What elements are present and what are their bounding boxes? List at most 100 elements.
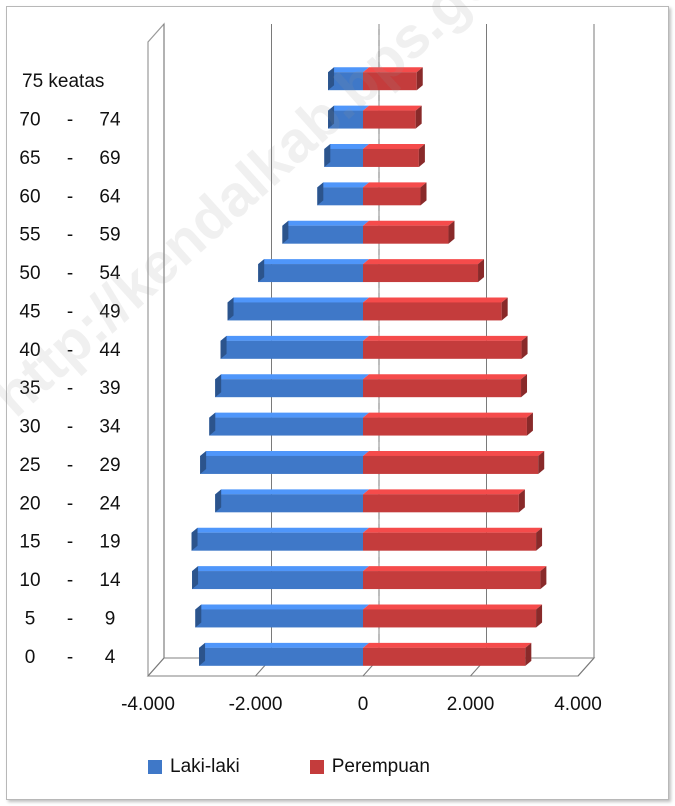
bar-perempuan-50-54 xyxy=(363,259,485,283)
category-label-55-59: 55 - 59 xyxy=(19,225,120,246)
category-label-to-10-14: 14 xyxy=(99,570,121,591)
bar-laki-laki-20-24-side xyxy=(215,489,222,513)
bar-perempuan-0-4-side xyxy=(525,642,532,666)
bar-perempuan-15-19 xyxy=(363,527,543,551)
category-label-to-45-49: 49 xyxy=(99,301,120,322)
bar-laki-laki-65-69 xyxy=(324,143,369,167)
legend-item-laki-laki: Laki-laki xyxy=(148,756,240,778)
bar-perempuan-25-29-front xyxy=(363,455,539,474)
bar-laki-laki-60-64-side xyxy=(317,182,324,206)
category-label-40-44: 40 - 44 xyxy=(19,340,121,361)
bar-laki-laki-55-59 xyxy=(282,220,369,244)
category-label-sep-70-74: - xyxy=(67,110,73,131)
bar-perempuan-20-24 xyxy=(363,489,525,513)
bar-perempuan-40-44-front xyxy=(363,340,522,359)
bar-laki-laki-20-24 xyxy=(215,489,369,513)
bar-laki-laki-65-69-side xyxy=(324,143,331,167)
bar-laki-laki-30-34-front xyxy=(209,417,363,436)
bar-laki-laki-55-59-side xyxy=(282,220,289,244)
bar-laki-laki-0-4-front xyxy=(199,647,363,666)
category-label-from-65-69: 65 xyxy=(19,148,40,169)
bar-perempuan-45-49-top xyxy=(363,297,508,303)
legend-label-laki-laki: Laki-laki xyxy=(170,756,240,777)
bar-laki-laki-5-9-side xyxy=(195,604,202,628)
category-label-0-4: 0 - 4 xyxy=(25,647,116,668)
bar-perempuan-30-34 xyxy=(363,412,533,436)
bar-laki-laki-30-34-side xyxy=(209,412,216,436)
bar-laki-laki-10-14-side xyxy=(192,566,199,590)
legend-swatch-perempuan xyxy=(309,760,324,774)
bar-perempuan-65-69 xyxy=(363,143,425,167)
bar-laki-laki-20-24-top xyxy=(215,489,369,495)
bar-perempuan-20-24-top xyxy=(363,489,525,495)
category-label-sep-65-69: - xyxy=(67,148,73,169)
bar-perempuan-5-9-top xyxy=(363,604,543,610)
bar-perempuan-50-54-top xyxy=(363,259,485,265)
category-label-from-25-29: 25 xyxy=(19,455,40,476)
category-label-sep-25-29: - xyxy=(67,455,73,476)
bar-laki-laki-20-24-front xyxy=(215,494,363,513)
category-label-sep-60-64: - xyxy=(67,186,73,207)
bar-perempuan-15-19-top xyxy=(363,527,543,533)
category-label-to-30-34: 34 xyxy=(99,417,121,438)
bar-laki-laki-30-34 xyxy=(209,412,369,436)
category-label-from-70-74: 70 xyxy=(19,110,40,131)
category-label-sep-45-49: - xyxy=(67,301,73,322)
bar-laki-laki-60-64-top xyxy=(317,182,369,188)
bar-laki-laki-60-64-front xyxy=(317,187,363,206)
chart-frame xyxy=(6,6,669,800)
category-label-to-60-64: 64 xyxy=(99,186,121,207)
bar-laki-laki-10-14-front xyxy=(192,571,363,590)
bar-laki-laki-45-49-front xyxy=(227,302,363,321)
bar-perempuan-15-19-front xyxy=(363,532,537,551)
category-label-to-35-39: 39 xyxy=(99,378,120,399)
category-label-to-70-74: 74 xyxy=(99,110,121,131)
legend: Laki-laki Perempuan xyxy=(148,756,430,778)
bar-laki-laki-5-9-front xyxy=(195,609,363,628)
bar-laki-laki-0-4 xyxy=(199,642,369,666)
bar-perempuan-10-14-front xyxy=(363,571,541,590)
bar-perempuan-35-39-side xyxy=(521,374,528,398)
category-label-60-64: 60 - 64 xyxy=(19,186,121,207)
bar-perempuan-0-4 xyxy=(363,642,532,666)
category-label-to-40-44: 44 xyxy=(99,340,121,361)
bar-perempuan-50-54-side xyxy=(478,259,485,283)
bar-laki-laki-50-54-top xyxy=(258,259,369,265)
bar-laki-laki-40-44-top xyxy=(220,335,369,341)
bar-perempuan-30-34-side xyxy=(526,412,533,436)
bar-laki-laki-25-29-top xyxy=(200,450,369,456)
category-label-from-50-54: 50 xyxy=(19,263,40,284)
bar-laki-laki-65-69-top xyxy=(324,143,369,149)
bar-laki-laki-0-4-side xyxy=(199,642,206,666)
bar-perempuan-25-29-side xyxy=(538,450,545,474)
bar-perempuan-0-4-top xyxy=(363,642,532,648)
bar-perempuan-10-14-top xyxy=(363,566,547,572)
category-label-20-24: 20 - 24 xyxy=(19,493,121,514)
category-label-35-39: 35 - 39 xyxy=(19,378,120,399)
bar-laki-laki-15-19 xyxy=(191,527,369,551)
legend-item-perempuan: Perempuan xyxy=(309,756,430,778)
legend-swatch-laki-laki xyxy=(148,760,162,774)
bar-perempuan-20-24-side xyxy=(518,489,525,513)
category-label-to-15-19: 19 xyxy=(99,532,120,553)
category-label-sep-40-44: - xyxy=(67,340,73,361)
bar-laki-laki-35-39-top xyxy=(215,374,369,380)
bar-laki-laki-15-19-top xyxy=(191,527,369,533)
bar-perempuan-45-49-front xyxy=(363,302,502,321)
category-label-30-34: 30 - 34 xyxy=(19,417,121,438)
bar-perempuan-35-39-front xyxy=(363,379,522,398)
bar-perempuan-35-39-top xyxy=(363,374,528,380)
bar-laki-laki-10-14 xyxy=(192,566,369,590)
category-label-sep-55-59: - xyxy=(67,225,73,246)
bar-laki-laki-0-4-top xyxy=(199,642,369,648)
category-label-5-9: 5 - 9 xyxy=(25,608,116,629)
category-label-from-0-4: 0 xyxy=(25,647,36,668)
category-label-from-55-59: 55 xyxy=(19,225,40,246)
category-label-sep-15-19: - xyxy=(67,532,73,553)
gridline-floor-4-000 xyxy=(577,657,595,677)
category-labels: 0-45-910-1415-1920-2425-2930-3435-3940-4… xyxy=(19,71,121,668)
bar-laki-laki-15-19-side xyxy=(191,527,198,551)
bar-laki-laki-50-54 xyxy=(258,259,369,283)
bar-perempuan-65-69-front xyxy=(363,148,419,167)
bar-perempuan-70-74-front xyxy=(363,110,416,129)
